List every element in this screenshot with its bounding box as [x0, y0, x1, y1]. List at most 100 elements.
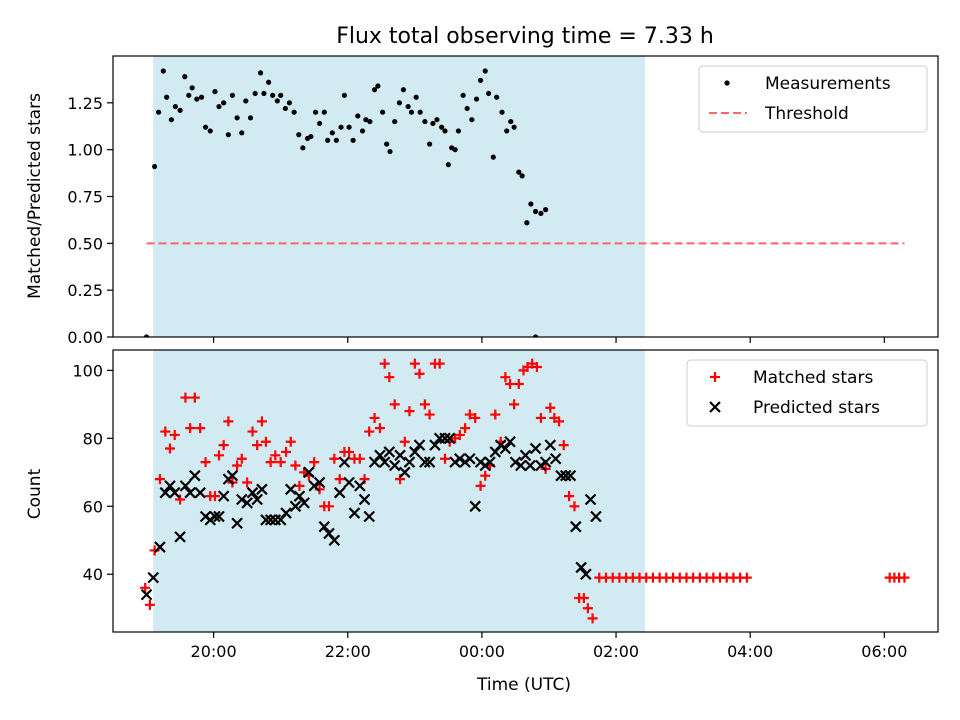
measurements-point-92: [538, 210, 544, 216]
plot-area-1: [140, 358, 910, 624]
predicted-stars-point-52: [398, 466, 411, 479]
measurements-point-10: [189, 85, 195, 91]
measurements-point-57: [392, 118, 398, 125]
measurements-point-53: [375, 83, 381, 89]
matched-stars-point-90: [578, 593, 589, 604]
matched-stars-point-21: [242, 477, 253, 488]
measurements-point-2: [156, 109, 162, 115]
matched-stars-point-50: [384, 372, 395, 383]
matched-stars-point-86: [558, 440, 569, 451]
predicted-stars-point-77: [524, 459, 536, 472]
plot-area-0: [143, 68, 905, 337]
measurements-point-8: [182, 74, 188, 80]
measurements-point-69: [442, 128, 448, 134]
predicted-stars-point-90: [590, 510, 602, 523]
axes-frame: [112, 349, 939, 633]
predicted-stars-point-6: [174, 531, 186, 543]
legend-entry-label: Matched stars: [753, 368, 873, 388]
matched-stars-point-20: [236, 453, 247, 464]
measurements-point-33: [291, 109, 297, 115]
measurements-point-19: [229, 92, 235, 98]
measurements-point-74: [460, 92, 466, 98]
matched-stars-point-47: [369, 412, 380, 423]
measurements-point-73: [455, 128, 462, 134]
matched-stars-point-57: [419, 399, 430, 410]
y-tick-label: 100: [72, 361, 103, 380]
matched-stars-point-69: [480, 470, 491, 481]
bottom-y-axis-label: Count: [25, 468, 45, 519]
matched-stars-point-8: [180, 392, 191, 403]
predicted-stars-point-54: [409, 446, 421, 458]
matched-stars-point-28: [275, 457, 286, 468]
matched-stars-point-3: [154, 474, 165, 485]
shaded-observing-window: [153, 56, 645, 337]
predicted-stars-point-63: [453, 452, 466, 465]
measurements-point-81: [490, 154, 496, 160]
predicted-stars-point-88: [580, 568, 592, 581]
y-tick-label: 40: [83, 565, 103, 584]
measurements-point-37: [308, 133, 314, 140]
matched-stars-point-38: [323, 501, 334, 512]
predicted-stars-point-5: [168, 486, 181, 499]
measurements-point-47: [350, 137, 356, 143]
matched-stars-point-10: [189, 392, 200, 403]
measurements-point-50: [363, 117, 369, 123]
matched-stars-point-51: [389, 399, 400, 410]
measurements-point-62: [413, 94, 419, 100]
matched-stars-point-115: [741, 572, 752, 583]
matched-stars-point-88: [569, 501, 580, 512]
top-subplot: 0.00 0.25 0.50 0.75 1.00 1.25 Measurements Thre…: [67, 55, 939, 347]
matched-stars-point-22: [247, 426, 258, 437]
predicted-stars-point-73: [504, 435, 516, 448]
matched-stars-point-0: [140, 582, 151, 593]
predicted-stars-point-65: [464, 452, 476, 465]
measurements-point-67: [434, 117, 440, 123]
predicted-stars-point-87: [575, 561, 587, 574]
shaded-observing-window: [153, 350, 645, 632]
matched-stars-point-85: [554, 416, 565, 427]
measurements-point-60: [405, 103, 411, 110]
legend-entry-label: Predicted stars: [753, 398, 880, 418]
matched-stars-point-5: [165, 443, 176, 454]
matched-stars-point-48: [374, 423, 385, 434]
measurements-point-40: [321, 109, 327, 115]
legend-entry-label: Measurements: [765, 74, 891, 94]
predicted-stars-point-41: [343, 476, 355, 489]
y-tick-label: 80: [83, 429, 103, 448]
measurements-point-0: [143, 334, 150, 337]
matched-stars-point-4: [160, 426, 171, 437]
predicted-stars-point-17: [226, 469, 239, 482]
measurements-point-22: [243, 98, 249, 104]
matched-stars-point-75: [509, 399, 520, 410]
predicted-stars-point-76: [519, 449, 532, 462]
predicted-stars-point-83: [555, 469, 567, 482]
measurements-point-44: [338, 124, 344, 130]
matched-stars-point-58: [424, 409, 435, 420]
measurements-point-21: [239, 130, 245, 136]
matched-stars-point-25: [260, 436, 271, 447]
measurements-point-20: [234, 115, 240, 121]
predicted-stars-point-66: [469, 500, 481, 513]
predicted-stars-point-24: [260, 514, 272, 526]
measurements-point-75: [464, 105, 470, 112]
predicted-stars-point-33: [303, 466, 315, 479]
measurements-point-6: [172, 103, 178, 110]
matched-stars-point-64: [454, 429, 465, 440]
legend-entry-label: Threshold: [764, 104, 849, 124]
measurements-point-39: [316, 120, 323, 127]
matched-stars-point-68: [475, 480, 486, 491]
predicted-stars-point-20: [241, 497, 253, 509]
y-tick-label: 0.00: [67, 328, 103, 347]
x-tick-label: 02:00: [593, 642, 639, 661]
measurements-point-76: [469, 117, 475, 123]
measurements-point-91: [532, 208, 539, 215]
legend-marker-point-0: [724, 80, 730, 86]
matched-stars-point-91: [582, 603, 593, 614]
x-tick-label: 00:00: [459, 642, 505, 661]
predicted-stars-point-13: [209, 510, 221, 523]
matched-stars-point-73: [500, 372, 511, 383]
predicted-stars-point-28: [280, 507, 292, 519]
matched-stars-point-49: [379, 358, 390, 369]
y-tick-label: 1.25: [67, 94, 103, 113]
measurements-point-58: [396, 100, 403, 106]
